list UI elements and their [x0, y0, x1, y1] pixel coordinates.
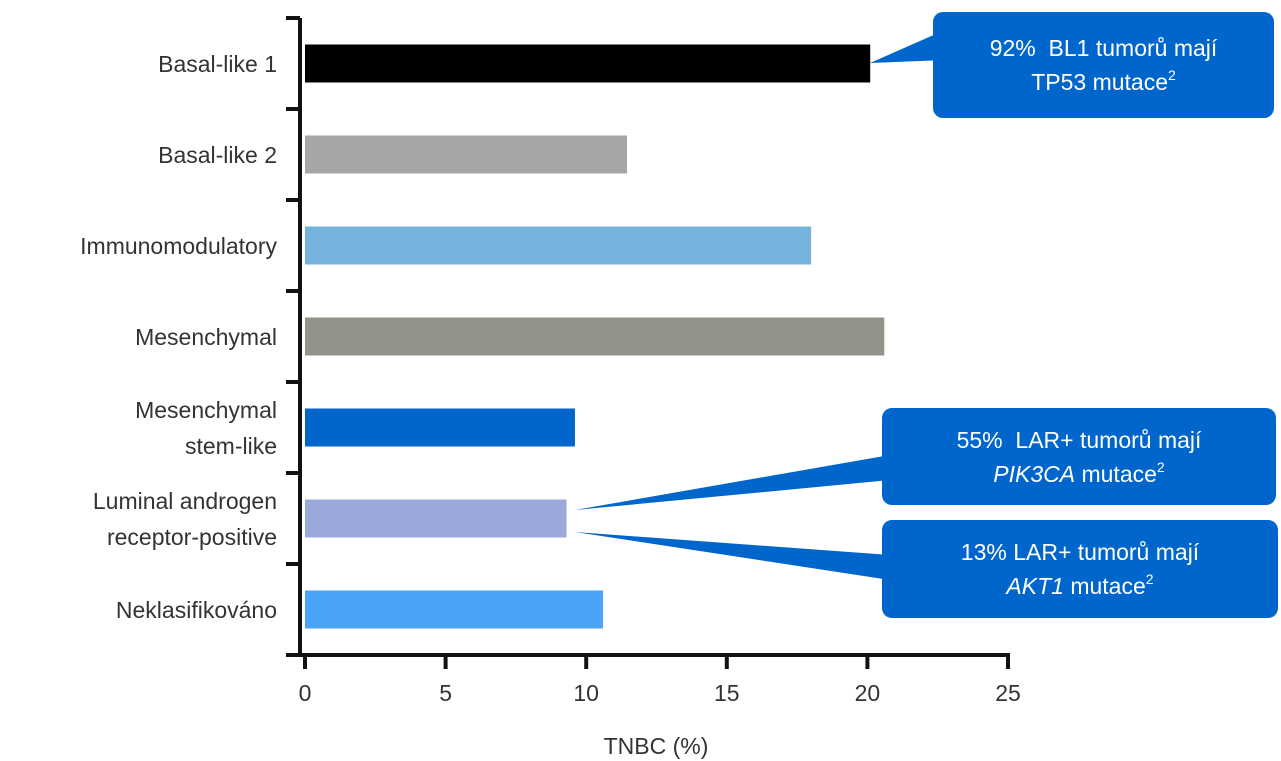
- x-tick-label: 15: [714, 680, 740, 706]
- callout-text-part: PIK3CA: [993, 460, 1076, 487]
- y-tick-label: Immunomodulatory: [80, 232, 277, 259]
- bar: [305, 226, 812, 265]
- callout-text-part: AKT1: [1006, 573, 1064, 599]
- x-tick-label: 5: [439, 680, 452, 706]
- callout: 13% LAR+ tumorů mají AKT1 mutace2: [882, 520, 1278, 618]
- callout-text-part: 13% LAR+ tumorů mají: [960, 539, 1200, 565]
- y-tick-label: Luminal androgen receptor-positive: [92, 487, 277, 550]
- callout-text: 13% LAR+ tumorů mají AKT1 mutace2: [961, 535, 1199, 603]
- callout: 92% BL1 tumorů mají TP53 mutace2: [933, 12, 1274, 118]
- bar: [305, 590, 604, 629]
- bar: [305, 408, 575, 447]
- x-tick-label: 0: [299, 680, 312, 706]
- callout-text: 55% LAR+ tumorů mají PIK3CA mutace2: [957, 423, 1202, 491]
- callout-text-part: mutace: [1075, 460, 1157, 487]
- bar: [305, 135, 627, 174]
- x-axis-label: TNBC (%): [604, 733, 709, 759]
- callout-text-part: mutace: [1063, 573, 1146, 599]
- bar: [305, 44, 871, 83]
- x-tick-label: 20: [855, 680, 881, 706]
- callout-pointer: [870, 30, 945, 63]
- callout: 55% LAR+ tumorů mají PIK3CA mutace2: [882, 408, 1276, 505]
- y-tick-label: Mesenchymal stem-like: [135, 396, 277, 459]
- y-tick-label: Mesenchymal: [135, 323, 277, 350]
- y-tick-label: Basal-like 1: [158, 50, 277, 77]
- y-tick-label: Basal-like 2: [158, 141, 277, 168]
- callout-text-part: 92% BL1 tumorů mají TP53 mutace: [989, 35, 1218, 95]
- callout-text-part: 2: [1145, 571, 1154, 587]
- y-tick-label: Neklasifikováno: [115, 596, 277, 623]
- bar: [305, 317, 885, 356]
- callout-text: 92% BL1 tumorů mají TP53 mutace2: [990, 31, 1218, 99]
- x-tick-label: 25: [995, 680, 1021, 706]
- callout-pointer: [575, 455, 890, 510]
- bar: [305, 499, 567, 538]
- callout-pointer: [575, 532, 890, 580]
- callout-text-part: 2: [1168, 67, 1176, 83]
- x-tick-label: 10: [573, 680, 599, 706]
- callout-text-part: 2: [1156, 458, 1165, 475]
- callout-text-part: 55% LAR+ tumorů mají: [956, 426, 1202, 453]
